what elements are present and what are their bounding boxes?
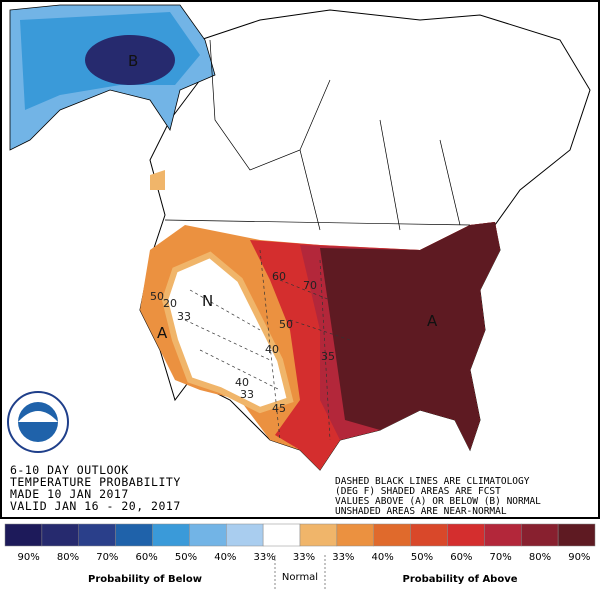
title-line: TEMPERATURE PROBABILITY	[10, 475, 181, 489]
legend-tick-label: 80%	[529, 552, 551, 563]
contour-label: 20	[163, 297, 177, 310]
note-line: VALUES ABOVE (A) OR BELOW (B) NORMAL	[335, 496, 541, 507]
contour-label: 40	[265, 343, 279, 356]
note-line: DASHED BLACK LINES ARE CLIMATOLOGY	[335, 476, 530, 487]
legend-normal-label: Normal	[282, 572, 318, 583]
legend-tick-label: 80%	[57, 552, 79, 563]
contour-label: 50	[150, 290, 164, 303]
legend-tick-label: 33%	[332, 552, 354, 563]
map-label: A	[157, 324, 168, 342]
contour-label: 45	[272, 402, 286, 415]
legend-tick-label: 50%	[411, 552, 433, 563]
borders	[164, 39, 471, 231]
legend-tick-label: 50%	[175, 552, 197, 563]
legend-tick-label: 70%	[490, 552, 512, 563]
contour-label: 50	[279, 318, 293, 331]
title-line: VALID JAN 16 - 20, 2017	[10, 499, 181, 513]
legend-swatch	[447, 523, 485, 547]
noaa-logo	[7, 391, 69, 453]
map-frame	[0, 0, 600, 519]
contour-label: 33	[240, 388, 254, 401]
legend-swatch	[484, 523, 522, 547]
legend-tick-label: 60%	[136, 552, 158, 563]
legend-tick-label: 33%	[254, 552, 276, 563]
legend-tick-label: 33%	[293, 552, 315, 563]
legend-swatch	[373, 523, 411, 547]
legend-swatch	[521, 523, 559, 547]
legend-swatch	[189, 523, 227, 547]
map-label: N	[202, 292, 213, 310]
notes-block: DASHED BLACK LINES ARE CLIMATOLOGY(DEG F…	[335, 476, 541, 517]
legend-swatch	[152, 523, 190, 547]
map: B N A A 50 20 33 60 70 50 40 35 45 40 33	[7, 4, 591, 471]
legend-tick-label: 70%	[96, 552, 118, 563]
legend-swatch	[557, 523, 596, 547]
contour-label: 70	[303, 279, 317, 292]
legend-below-label: Probability of Below	[88, 574, 202, 585]
legend-tick-label: 90%	[568, 552, 590, 563]
orange-shade-nw	[150, 170, 165, 190]
legend-tick-label: 40%	[214, 552, 236, 563]
legend-swatch	[4, 523, 43, 547]
climatology-lines	[184, 249, 351, 441]
legend-swatch	[78, 523, 116, 547]
contour-label: 40	[235, 376, 249, 389]
legend-swatch	[336, 523, 374, 547]
contour-label: 60	[272, 270, 286, 283]
legend-swatch	[115, 523, 153, 547]
map-label: A	[427, 312, 438, 330]
title-line: MADE 10 JAN 2017	[10, 487, 129, 501]
alaska-shade-core	[85, 35, 175, 85]
legend-tick-label: 90%	[18, 552, 40, 563]
legend-swatch	[410, 523, 448, 547]
title-line: 6-10 DAY OUTLOOK	[10, 463, 129, 477]
legend: 90% 80% 70% 60% 50% 40% 33% 33% 33% 40% 50% 60% 70% 8…	[4, 523, 596, 563]
legend-swatch	[41, 523, 79, 547]
legend-swatch	[226, 523, 264, 547]
legend-swatch	[299, 523, 338, 547]
legend-tick-label: 60%	[450, 552, 472, 563]
contour-label: 35	[321, 350, 335, 363]
note-line: UNSHADED AREAS ARE NEAR-NORMAL	[335, 506, 507, 517]
us-darkred	[320, 222, 500, 450]
note-line: (DEG F) SHADED AREAS ARE FCST	[335, 486, 501, 497]
legend-tick-label: 40%	[372, 552, 394, 563]
legend-swatch	[262, 523, 301, 547]
contour-label: 33	[177, 310, 191, 323]
map-label: B	[128, 52, 138, 70]
legend-above-label: Probability of Above	[402, 574, 517, 585]
